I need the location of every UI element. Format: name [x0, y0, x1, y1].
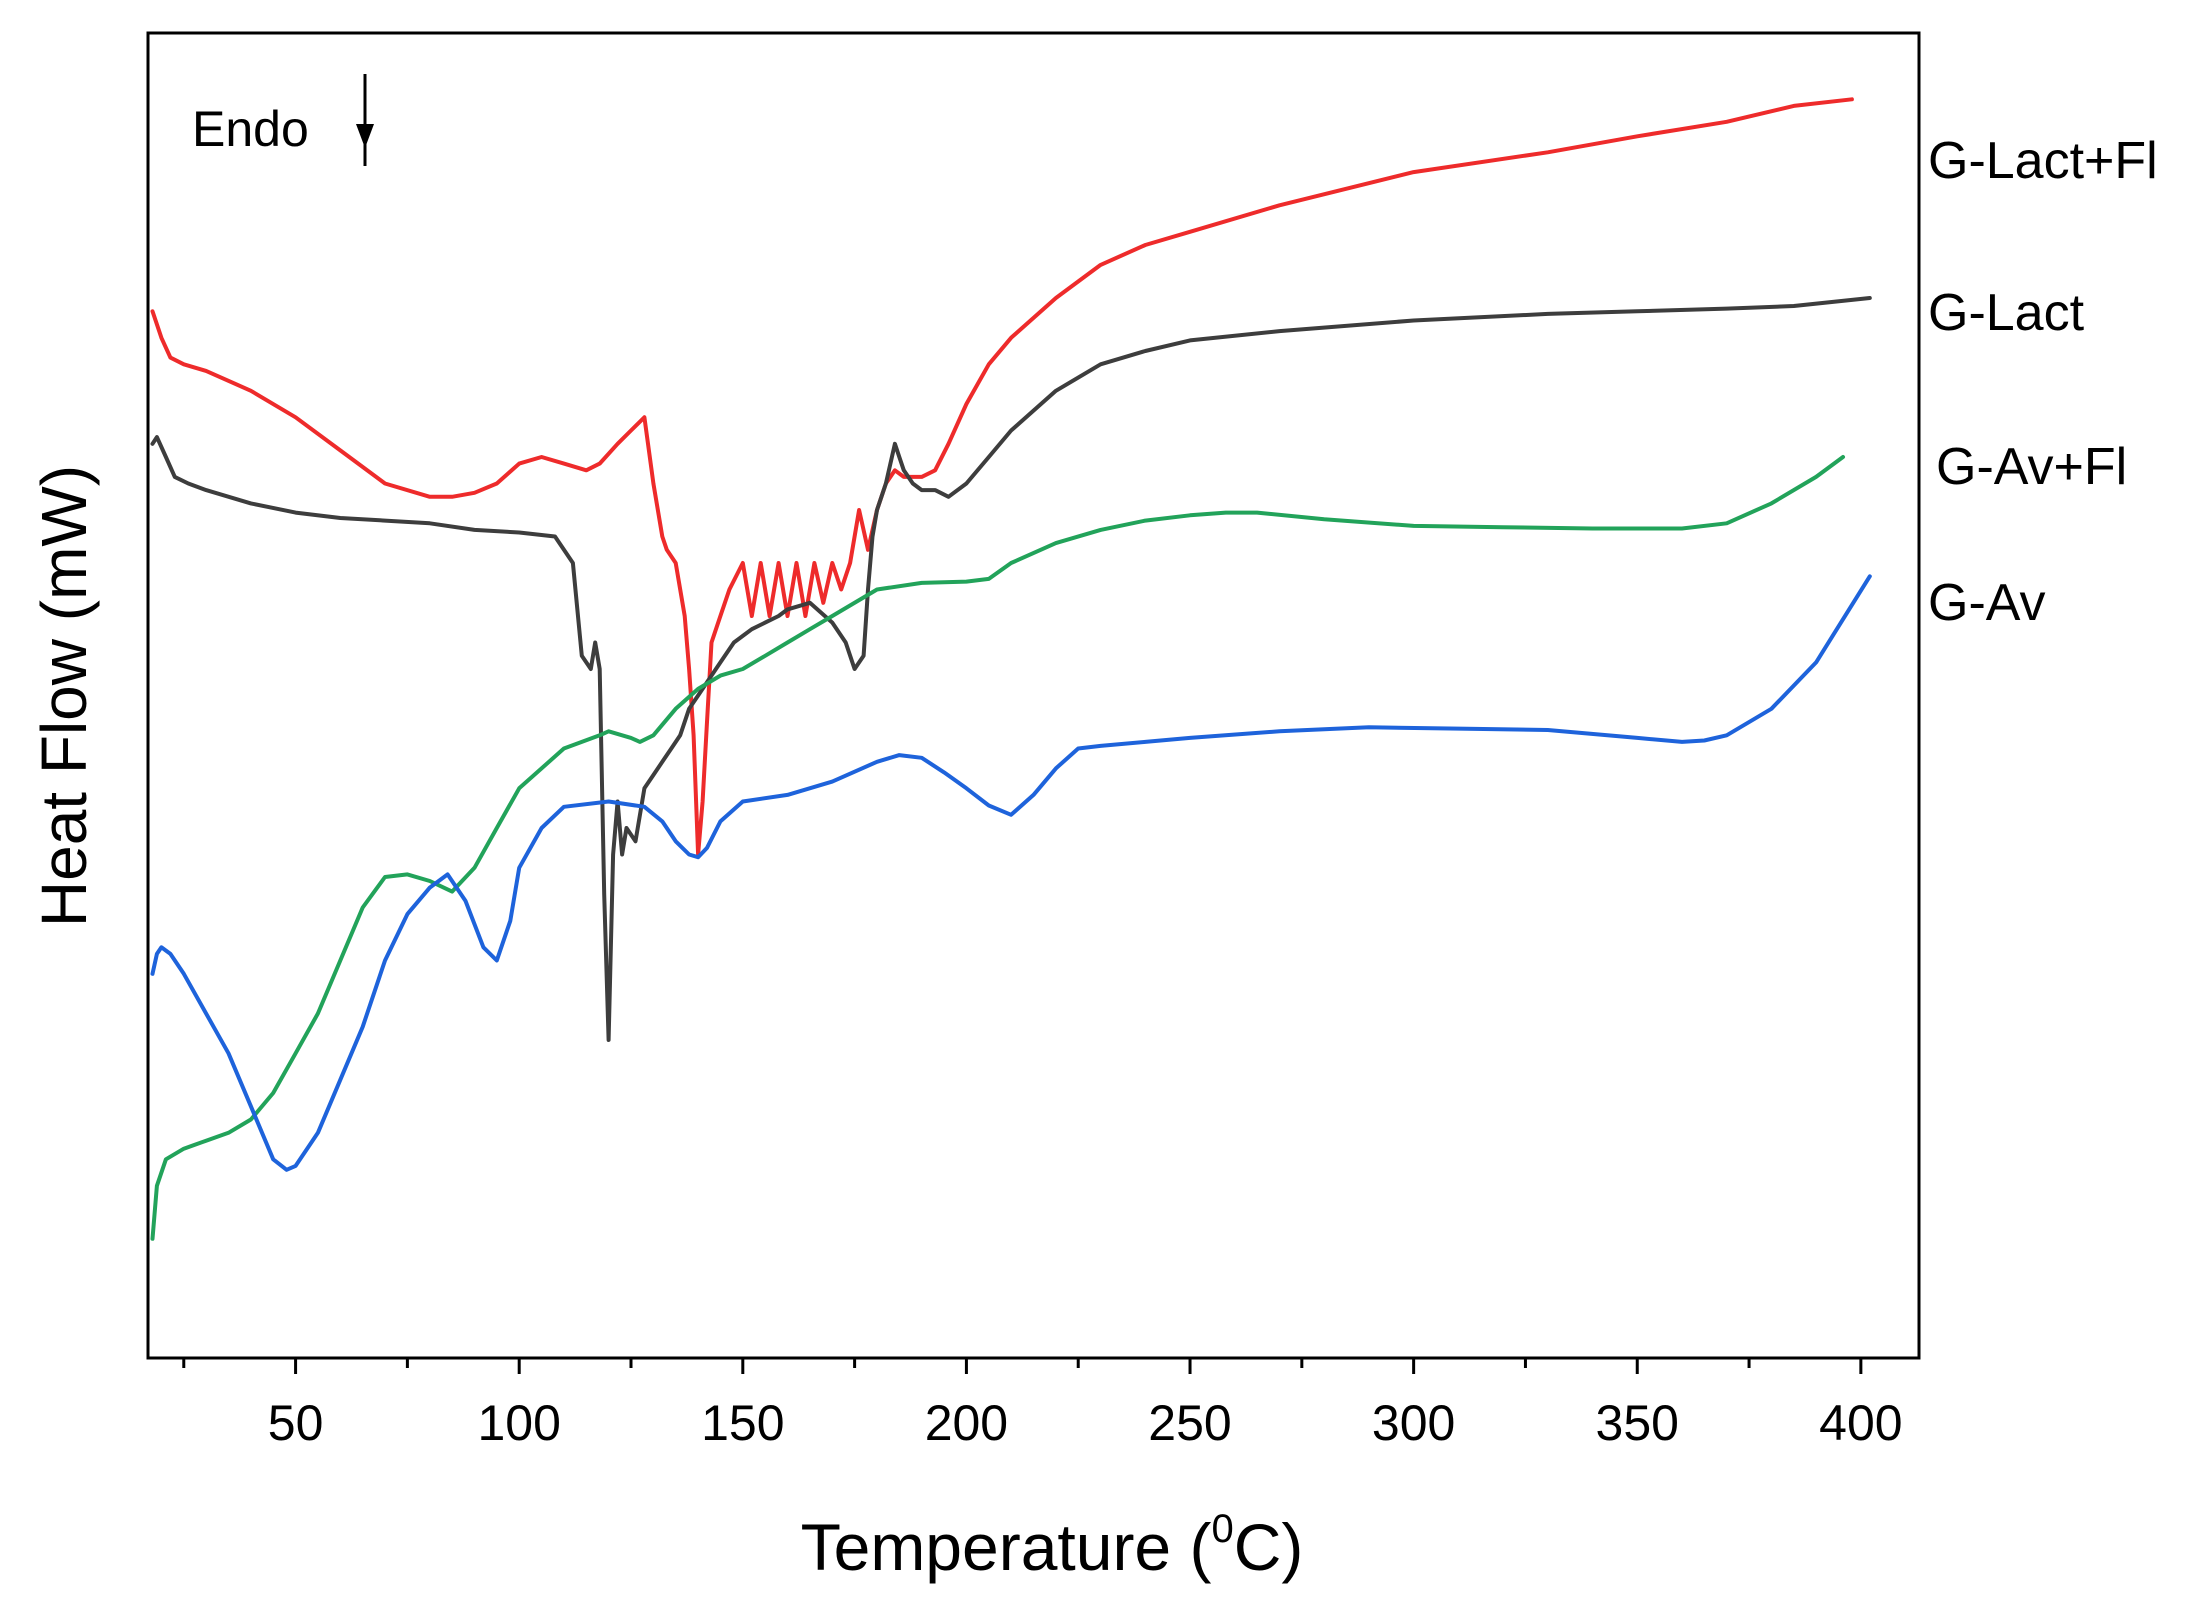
x-tick-label: 250 — [1148, 1395, 1231, 1451]
series-line-g-lact-fl — [150, 97, 1854, 857]
series-line-g-lact — [150, 296, 1872, 1042]
series-label-g-av: G-Av — [1928, 574, 2046, 632]
x-axis-label: Temperature (0C) — [801, 1507, 1304, 1584]
x-tick-label: 100 — [477, 1395, 560, 1451]
x-tick-label: 150 — [701, 1395, 784, 1451]
series-line-g-av — [150, 574, 1872, 1172]
series-line-g-av-fl — [150, 455, 1845, 1241]
x-axis-label-superscript: 0 — [1211, 1507, 1233, 1551]
plot-frame — [146, 31, 1921, 1360]
x-axis-label-main: Temperature ( — [801, 1510, 1212, 1584]
x-tick-label: 50 — [268, 1395, 324, 1451]
endo-annotation: Endo — [192, 101, 309, 157]
x-axis-tick-labels: 50 100 150 200 250 300 350 400 — [268, 1395, 1903, 1451]
series-layer — [150, 97, 1872, 1241]
y-axis-label: Heat Flow (mW) — [28, 465, 100, 927]
x-axis-ticks — [182, 1358, 1863, 1374]
x-tick-label: 200 — [925, 1395, 1008, 1451]
endo-arrow-icon — [356, 74, 374, 166]
x-tick-label: 400 — [1819, 1395, 1902, 1451]
x-tick-label: 300 — [1372, 1395, 1455, 1451]
series-label-g-lact: G-Lact — [1928, 284, 2085, 342]
series-label-g-av-fl: G-Av+Fl — [1936, 438, 2127, 496]
series-label-g-lact-fl: G-Lact+Fl — [1928, 132, 2158, 190]
x-axis-label-unit: C) — [1234, 1510, 1304, 1584]
x-tick-label: 350 — [1596, 1395, 1679, 1451]
